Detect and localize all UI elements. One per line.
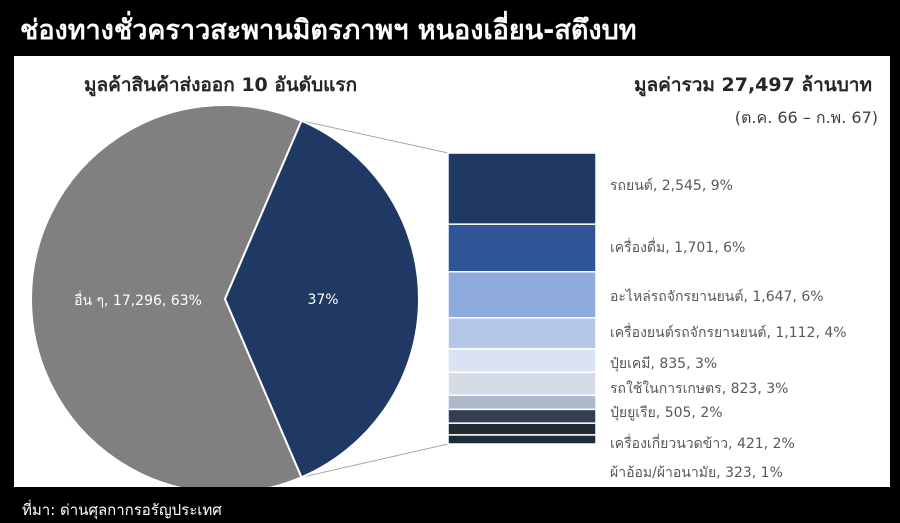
bar-label-2: เครื่องดื่ม, 1,701, 6% <box>610 238 745 256</box>
bar-label-3: อะไหล่รถจักรยานยนต์, 1,647, 6% <box>610 288 824 305</box>
bar-segment-3 <box>447 270 597 319</box>
bar-label-6: รถใช้ในการเกษตร, 823, 3% <box>610 380 788 397</box>
bar-segment-1 <box>447 152 597 225</box>
pie-slice-others <box>30 104 303 487</box>
chart-title: มูลค้าสินค้าส่งออก 10 อันดับแรก <box>84 74 358 96</box>
pie-label-others: อื่น ๆ, 17,296, 63% <box>74 291 202 309</box>
page-title: ช่องทางชั่วคราวสะพานมิตรภาพฯ หนองเอี่ยน-… <box>20 15 637 46</box>
period-label: (ต.ค. 66 – ก.พ. 67) <box>734 108 878 127</box>
bar-segment-6 <box>447 371 597 397</box>
bar-segment-5 <box>447 348 597 374</box>
pie-slice-top10 <box>223 119 420 479</box>
total-value: มูลค่ารวม 27,497 ล้านบาท <box>633 74 872 96</box>
pie-label-top10: 37% <box>307 292 338 308</box>
connector-line-bottom <box>301 443 449 478</box>
bar-segment-2 <box>447 223 597 273</box>
bar-segment-9 <box>447 422 597 436</box>
pie-of-bar-chart: อื่น ๆ, 17,296, 63% 37% รถยนต์, 2,545, 9% เ… <box>30 104 847 487</box>
connector-line-top <box>301 120 449 154</box>
chart-panel: อื่น ๆ, 17,296, 63% 37% รถยนต์, 2,545, 9% เ… <box>14 56 890 487</box>
bar-label-4: เครื่องยนต์รถจักรยานยนต์, 1,112, 4% <box>610 323 847 341</box>
bar-segment-8 <box>447 408 597 424</box>
source-note: ที่มา: ด่านศุลกากรอรัญประเทศ <box>22 501 222 519</box>
bar-label-7: ปุ๋ยยูเรีย, 505, 2% <box>610 405 723 421</box>
bar-label-9: เครื่องเกี่ยวนวดข้าว, 421, 2% <box>610 434 795 452</box>
bar-segment-7 <box>447 394 597 411</box>
bar-label-1: รถยนต์, 2,545, 9% <box>610 177 733 194</box>
bar-label-10: ผ้าอ้อม/ผ้าอนามัย, 323, 1% <box>610 465 783 481</box>
bar-segment-10 <box>447 434 597 445</box>
bar-segment-4 <box>447 317 597 350</box>
bar-label-5: ปุ๋ยเคมี, 835, 3% <box>610 356 717 372</box>
